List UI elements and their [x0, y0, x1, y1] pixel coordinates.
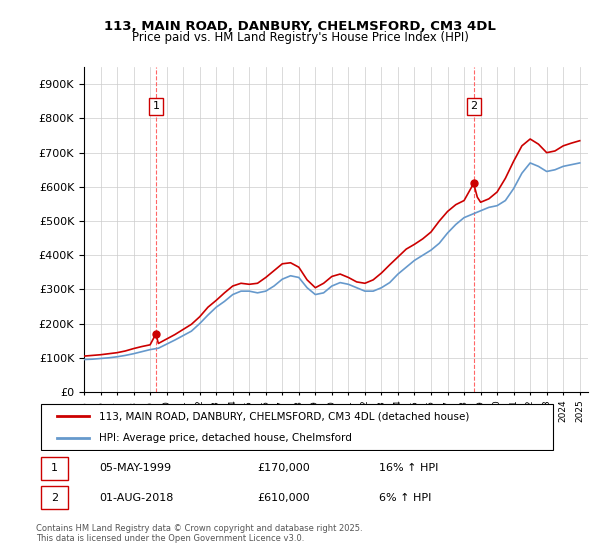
Text: 16% ↑ HPI: 16% ↑ HPI	[379, 463, 439, 473]
Text: Price paid vs. HM Land Registry's House Price Index (HPI): Price paid vs. HM Land Registry's House …	[131, 31, 469, 44]
Text: 2: 2	[470, 101, 477, 111]
Text: 113, MAIN ROAD, DANBURY, CHELMSFORD, CM3 4DL (detached house): 113, MAIN ROAD, DANBURY, CHELMSFORD, CM3…	[100, 411, 470, 421]
Text: HPI: Average price, detached house, Chelmsford: HPI: Average price, detached house, Chel…	[100, 433, 352, 443]
Text: Contains HM Land Registry data © Crown copyright and database right 2025.
This d: Contains HM Land Registry data © Crown c…	[36, 524, 362, 543]
Text: 6% ↑ HPI: 6% ↑ HPI	[379, 493, 431, 503]
Text: 1: 1	[152, 101, 160, 111]
Text: 05-MAY-1999: 05-MAY-1999	[100, 463, 172, 473]
Text: 113, MAIN ROAD, DANBURY, CHELMSFORD, CM3 4DL: 113, MAIN ROAD, DANBURY, CHELMSFORD, CM3…	[104, 20, 496, 32]
Text: 1: 1	[51, 463, 58, 473]
Text: 01-AUG-2018: 01-AUG-2018	[100, 493, 174, 503]
Text: £610,000: £610,000	[258, 493, 310, 503]
FancyBboxPatch shape	[41, 486, 68, 510]
Text: £170,000: £170,000	[258, 463, 311, 473]
Text: 2: 2	[51, 493, 58, 503]
FancyBboxPatch shape	[41, 404, 553, 450]
FancyBboxPatch shape	[41, 456, 68, 480]
